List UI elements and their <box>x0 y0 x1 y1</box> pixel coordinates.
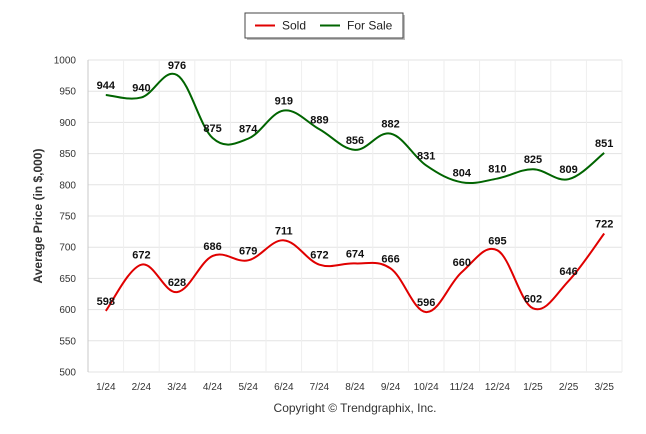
series-lines <box>104 72 605 314</box>
x-tick-label: 2/25 <box>559 382 579 393</box>
data-label: 598 <box>97 296 115 308</box>
data-label: 851 <box>595 138 613 150</box>
data-label: 944 <box>97 80 116 92</box>
y-tick-label: 900 <box>59 118 76 129</box>
y-tick-label: 950 <box>59 87 76 98</box>
legend-label-sold: Sold <box>282 19 306 33</box>
x-tick-label: 12/24 <box>485 382 510 393</box>
data-label: 672 <box>310 250 328 262</box>
y-tick-label: 650 <box>59 274 76 285</box>
data-label: 919 <box>275 96 293 108</box>
x-tick-label: 7/24 <box>310 382 330 393</box>
data-label: 875 <box>203 123 221 135</box>
y-axis-label: Average Price (in $,000) <box>31 149 45 284</box>
data-label: 831 <box>417 150 435 162</box>
x-tick-label: 6/24 <box>274 382 294 393</box>
x-tick-label: 10/24 <box>414 382 439 393</box>
series-line-for-sale <box>105 72 605 185</box>
data-label: 674 <box>346 248 365 260</box>
data-label: 672 <box>132 250 150 262</box>
data-label: 810 <box>488 164 506 176</box>
data-label: 809 <box>559 164 577 176</box>
copyright-footer: Copyright © Trendgraphix, Inc. <box>274 401 437 415</box>
data-label: 889 <box>310 114 328 126</box>
data-label: 722 <box>595 218 613 230</box>
y-tick-label: 850 <box>59 149 76 160</box>
data-label: 695 <box>488 235 506 247</box>
x-tick-label: 1/25 <box>523 382 543 393</box>
y-tick-label: 800 <box>59 180 76 191</box>
x-tick-label: 2/24 <box>132 382 152 393</box>
y-tick-label: 750 <box>59 212 76 223</box>
y-tick-label: 550 <box>59 336 76 347</box>
y-tick-label: 600 <box>59 305 76 316</box>
data-label: 646 <box>559 266 577 278</box>
series-line-sold <box>104 232 605 314</box>
y-tick-label: 500 <box>59 368 76 379</box>
gridlines <box>87 59 623 373</box>
data-label: 686 <box>203 241 221 253</box>
x-tick-label: 9/24 <box>381 382 401 393</box>
data-label: 804 <box>453 167 472 179</box>
legend: Sold For Sale <box>244 12 405 40</box>
x-tick-label: 8/24 <box>345 382 365 393</box>
data-label: 666 <box>381 253 399 265</box>
data-label: 940 <box>132 82 150 94</box>
data-label: 679 <box>239 245 257 257</box>
data-label: 602 <box>524 293 542 305</box>
data-label: 856 <box>346 135 364 147</box>
y-tick-label: 700 <box>59 243 76 254</box>
x-tick-label: 1/24 <box>96 382 116 393</box>
x-tick-label: 4/24 <box>203 382 223 393</box>
data-label: 882 <box>381 119 399 131</box>
data-labels: 598 672 628 686 679 711 672 674 666 596 660 695 602 6… <box>97 60 614 309</box>
y-tick-label: 1000 <box>54 56 77 67</box>
data-label: 660 <box>453 257 471 269</box>
data-label: 825 <box>524 154 542 166</box>
axes: 500 550 600 650 700 750 800 850 900 950 1000 1/24 2/… <box>54 56 615 394</box>
x-tick-label: 11/24 <box>450 382 475 393</box>
data-label: 874 <box>239 124 258 136</box>
legend-label-for-sale: For Sale <box>347 19 393 33</box>
data-label: 711 <box>275 225 293 237</box>
data-label: 628 <box>168 277 186 289</box>
x-tick-label: 3/24 <box>167 382 187 393</box>
data-label: 976 <box>168 60 186 72</box>
data-label: 596 <box>417 297 435 309</box>
x-tick-label: 5/24 <box>238 382 258 393</box>
x-tick-label: 3/25 <box>594 382 614 393</box>
